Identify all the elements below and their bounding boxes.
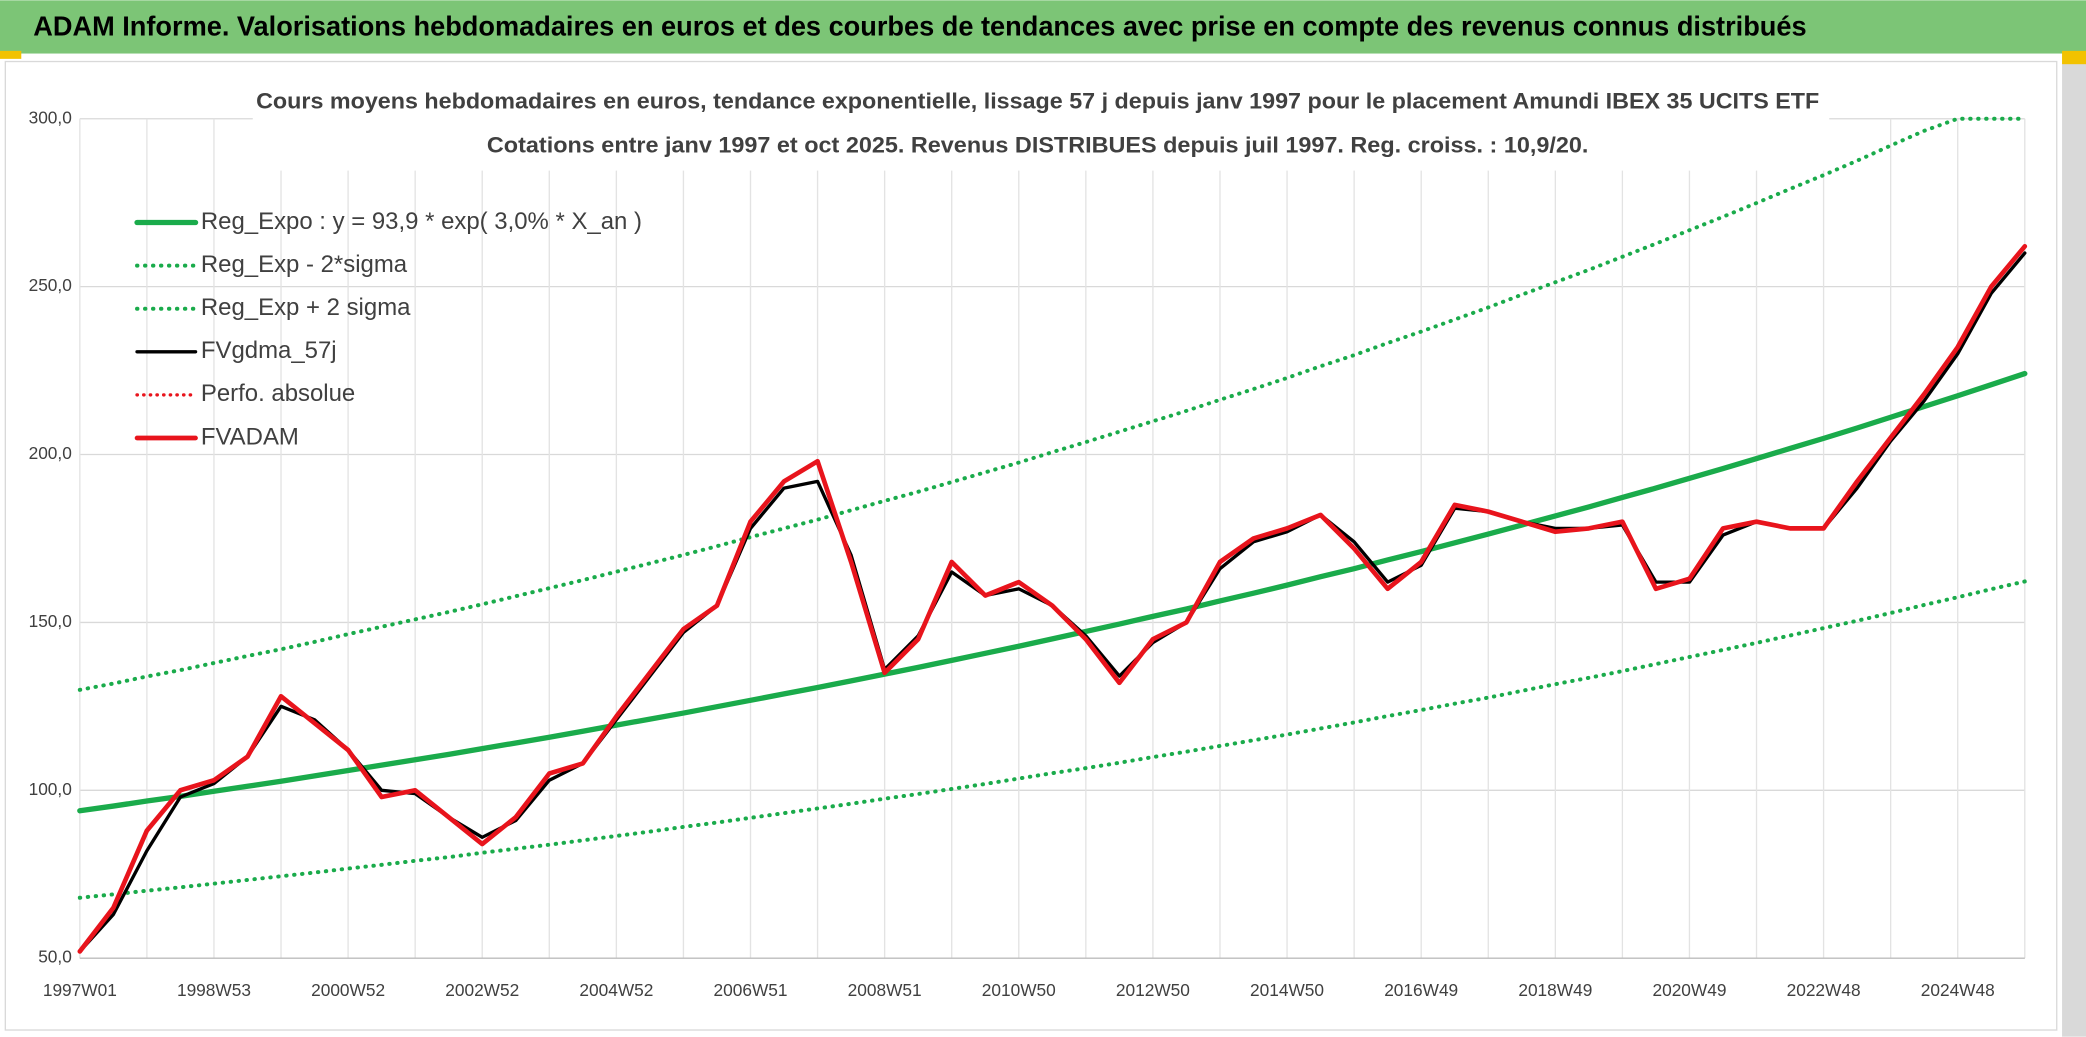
x-tick-label: 1997W01: [43, 980, 117, 1000]
side-bar: [2062, 53, 2086, 1037]
x-tick-label: 2016W49: [1384, 980, 1458, 1000]
x-tick-label: 2010W50: [982, 980, 1056, 1000]
legend-label: Reg_Exp - 2*sigma: [201, 251, 408, 278]
series-line: [77, 370, 2028, 814]
x-tick-label: 2014W50: [1250, 980, 1324, 1000]
chart-frame: [4, 60, 2058, 1031]
header-bar: [0, 0, 2086, 54]
chart-subtitle: Cotations entre janv 1997 et oct 2025. R…: [487, 133, 1589, 158]
y-tick-label: 100,0: [29, 779, 72, 799]
x-tick-label: 2006W51: [714, 980, 788, 1000]
x-tick-label: 2008W51: [848, 980, 922, 1000]
series-line: [77, 579, 2027, 900]
x-tick-label: 2024W48: [1921, 980, 1995, 1000]
y-tick-label: 50,0: [38, 947, 72, 967]
chart-title: Cours moyens hebdomadaires en euros, ten…: [256, 89, 1819, 114]
y-tick-label: 200,0: [29, 443, 72, 463]
header-title: ADAM Informe. Valorisations hebdomadaire…: [33, 11, 1806, 42]
x-tick-label: 2018W49: [1518, 980, 1592, 1000]
corner-mark: [0, 50, 22, 59]
legend-label: FVADAM: [201, 423, 299, 450]
x-tick-label: 2012W50: [1116, 980, 1190, 1000]
legend-label: FVgdma_57j: [201, 337, 337, 364]
y-tick-label: 250,0: [29, 275, 72, 295]
series-line: [77, 243, 2028, 954]
x-tick-label: 2022W48: [1787, 980, 1861, 1000]
y-tick-label: 150,0: [29, 611, 72, 631]
legend-label: Perfo. absolue: [201, 380, 355, 407]
x-tick-label: 2020W49: [1652, 980, 1726, 1000]
y-tick-label: 300,0: [29, 107, 72, 127]
x-tick-label: 1998W53: [177, 980, 251, 1000]
corner-mark: [2062, 50, 2086, 65]
x-tick-label: 2002W52: [445, 980, 519, 1000]
x-tick-label: 2000W52: [311, 980, 385, 1000]
x-tick-label: 2004W52: [579, 980, 653, 1000]
legend-label: Reg_Expo : y = 93,9 * exp( 3,0% * X_an ): [201, 208, 642, 235]
title-box: [252, 80, 1830, 171]
legend-label: Reg_Exp + 2 sigma: [201, 294, 411, 321]
